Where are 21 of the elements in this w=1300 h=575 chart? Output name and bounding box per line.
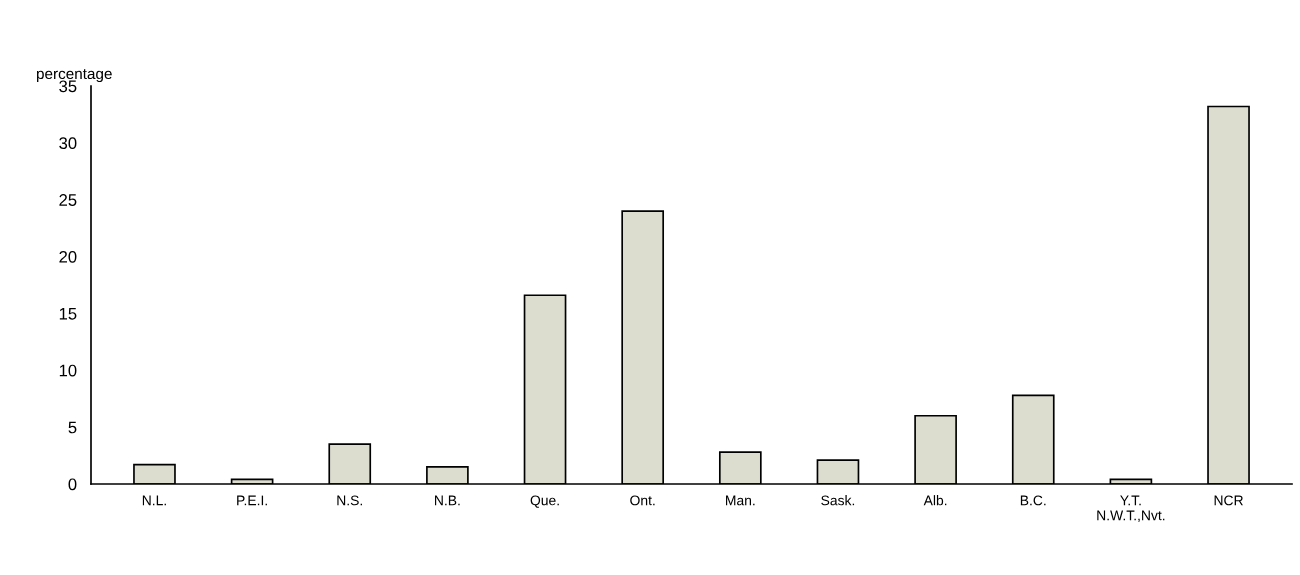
y-tick-label: 25	[59, 194, 77, 206]
x-tick-label: Y.T. N.W.T.,Nvt.	[1097, 495, 1165, 522]
x-tick-label: N.L.	[142, 495, 166, 506]
y-tick-label: 0	[68, 478, 77, 491]
x-tick-label: Man.	[726, 495, 755, 506]
x-tick-label: Ont.	[630, 495, 655, 506]
x-tick-label: Sask.	[821, 495, 855, 506]
y-tick-label: 30	[59, 137, 77, 150]
x-tick-label: Que.	[530, 495, 559, 508]
y-tick-label: 10	[59, 364, 77, 377]
x-tick-label: B.C.	[1020, 495, 1046, 506]
x-tick-label: N.B.	[435, 495, 460, 506]
y-tick-label: 35	[59, 80, 77, 93]
y-tick-label: 5	[68, 421, 77, 434]
y-axis-title: percentage	[36, 69, 112, 83]
x-tick-label: N.S.	[337, 495, 362, 506]
y-tick-label: 15	[59, 308, 77, 320]
x-tick-label: P.E.I.	[237, 495, 267, 506]
x-tick-label: NCR	[1214, 495, 1243, 506]
y-tick-label: 20	[59, 250, 77, 263]
x-tick-label: Alb.	[923, 495, 947, 506]
